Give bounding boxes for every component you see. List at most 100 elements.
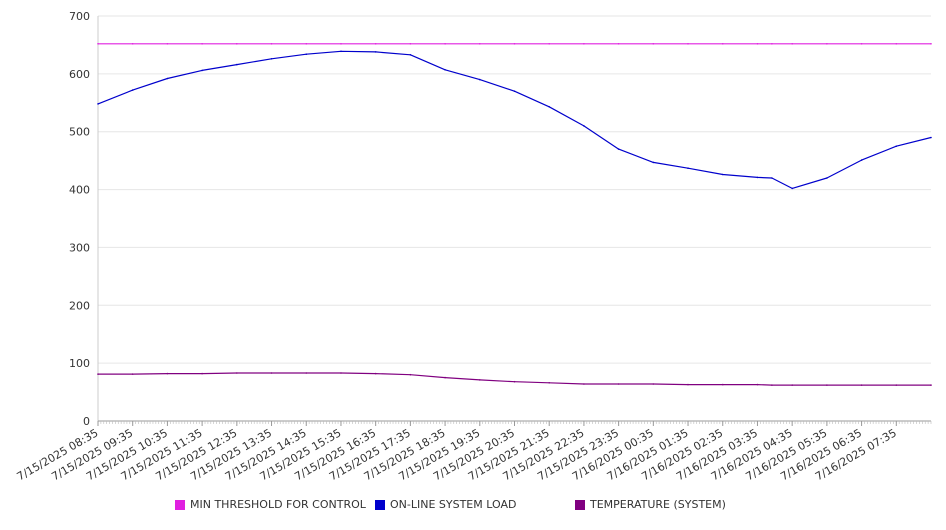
legend-swatch-temperature-system	[575, 499, 585, 510]
data-point-temperature-system	[756, 383, 759, 386]
data-point-on-line-system-load	[131, 89, 134, 91]
data-point-min-threshold-for-control	[617, 43, 620, 45]
legend-item-min-threshold[interactable]: MIN THRESHOLD FOR CONTROL	[175, 498, 366, 511]
data-point-min-threshold-for-control	[895, 43, 898, 45]
data-point-min-threshold-for-control	[771, 43, 773, 45]
data-point-temperature-system	[826, 384, 828, 386]
y-tick-label: 300	[69, 241, 90, 254]
data-point-on-line-system-load	[479, 78, 481, 81]
data-point-temperature-system	[270, 372, 273, 374]
data-point-min-threshold-for-control	[236, 43, 238, 45]
data-point-on-line-system-load	[409, 54, 412, 56]
legend-label-temperature-system: TEMPERATURE (SYSTEM)	[590, 498, 726, 511]
data-point-min-threshold-for-control	[930, 43, 932, 45]
data-point-temperature-system	[860, 384, 863, 386]
data-point-on-line-system-load	[270, 58, 273, 60]
data-point-on-line-system-load	[548, 106, 550, 108]
data-point-on-line-system-load	[791, 187, 793, 190]
data-point-on-line-system-load	[826, 177, 828, 179]
data-point-on-line-system-load	[236, 63, 238, 66]
x-axis: 7/15/2025 08:357/15/2025 09:357/15/2025 …	[15, 420, 932, 483]
data-point-temperature-system	[652, 383, 655, 385]
data-point-min-threshold-for-control	[374, 43, 377, 45]
data-point-temperature-system	[930, 384, 932, 386]
data-point-on-line-system-load	[340, 50, 342, 53]
data-point-min-threshold-for-control	[860, 43, 863, 45]
legend-label-min-threshold: MIN THRESHOLD FOR CONTROL	[190, 498, 366, 511]
series-line-on-line-system-load[interactable]	[97, 50, 932, 189]
data-point-min-threshold-for-control	[201, 43, 203, 45]
data-point-temperature-system	[513, 380, 516, 383]
gridlines	[98, 15, 931, 422]
legend: MIN THRESHOLD FOR CONTROL ON-LINE SYSTEM…	[0, 498, 946, 514]
data-point-temperature-system	[444, 376, 446, 379]
data-point-min-threshold-for-control	[791, 43, 793, 45]
series-line-temperature-system[interactable]	[98, 372, 931, 386]
data-point-on-line-system-load	[374, 51, 377, 53]
data-point-temperature-system	[236, 372, 238, 374]
data-point-on-line-system-load	[444, 69, 446, 71]
data-point-min-threshold-for-control	[270, 43, 273, 45]
data-point-temperature-system	[617, 383, 620, 385]
data-point-min-threshold-for-control	[479, 43, 481, 45]
y-tick-label: 0	[83, 415, 90, 428]
data-point-temperature-system	[771, 384, 773, 386]
data-point-on-line-system-load	[305, 53, 308, 55]
legend-item-temperature-system[interactable]: TEMPERATURE (SYSTEM)	[575, 498, 726, 511]
y-tick-label: 600	[69, 68, 90, 81]
data-point-min-threshold-for-control	[166, 43, 169, 45]
data-point-temperature-system	[305, 372, 308, 374]
data-point-min-threshold-for-control	[548, 43, 550, 45]
legend-item-online-system-load[interactable]: ON-LINE SYSTEM LOAD	[375, 498, 516, 511]
data-point-on-line-system-load	[583, 125, 585, 127]
data-point-min-threshold-for-control	[131, 43, 134, 45]
data-point-min-threshold-for-control	[513, 43, 516, 45]
y-tick-label: 700	[69, 10, 90, 23]
data-point-min-threshold-for-control	[409, 43, 412, 45]
data-point-min-threshold-for-control	[826, 43, 828, 45]
data-point-on-line-system-load	[166, 77, 169, 80]
legend-swatch-online-system-load	[375, 499, 385, 510]
legend-swatch-min-threshold	[175, 499, 185, 510]
data-point-on-line-system-load	[895, 145, 898, 147]
y-tick-label: 400	[69, 184, 90, 197]
data-point-on-line-system-load	[201, 69, 203, 72]
data-point-on-line-system-load	[97, 103, 99, 105]
data-point-temperature-system	[791, 384, 793, 386]
data-point-on-line-system-load	[930, 136, 932, 139]
data-point-temperature-system	[722, 383, 724, 386]
data-point-temperature-system	[166, 372, 169, 375]
data-point-temperature-system	[131, 373, 134, 375]
data-point-on-line-system-load	[722, 173, 724, 176]
data-point-on-line-system-load	[687, 167, 689, 169]
data-point-temperature-system	[583, 383, 585, 385]
data-point-min-threshold-for-control	[652, 43, 655, 45]
data-point-on-line-system-load	[652, 161, 655, 164]
data-point-temperature-system	[97, 373, 99, 375]
data-point-on-line-system-load	[771, 177, 773, 179]
data-point-temperature-system	[409, 373, 412, 376]
data-point-temperature-system	[201, 372, 203, 375]
data-point-temperature-system	[479, 379, 481, 381]
data-point-on-line-system-load	[860, 159, 863, 161]
y-tick-label: 100	[69, 357, 90, 370]
data-point-min-threshold-for-control	[340, 43, 342, 45]
y-tick-label: 500	[69, 126, 90, 139]
data-point-min-threshold-for-control	[97, 43, 99, 45]
data-point-on-line-system-load	[617, 148, 620, 150]
y-tick-label: 200	[69, 299, 90, 312]
data-point-min-threshold-for-control	[756, 43, 759, 45]
data-point-temperature-system	[340, 372, 342, 374]
data-point-min-threshold-for-control	[583, 43, 585, 45]
legend-label-online-system-load: ON-LINE SYSTEM LOAD	[390, 498, 517, 511]
data-point-temperature-system	[374, 372, 377, 375]
data-point-min-threshold-for-control	[722, 43, 724, 45]
data-point-min-threshold-for-control	[305, 43, 308, 45]
y-axis: 0 100 200 300 400 500 600 700	[69, 10, 99, 428]
series-lines	[97, 43, 932, 386]
data-point-temperature-system	[548, 382, 550, 384]
data-point-min-threshold-for-control	[444, 43, 446, 45]
data-point-temperature-system	[895, 384, 898, 386]
data-point-temperature-system	[687, 383, 689, 386]
